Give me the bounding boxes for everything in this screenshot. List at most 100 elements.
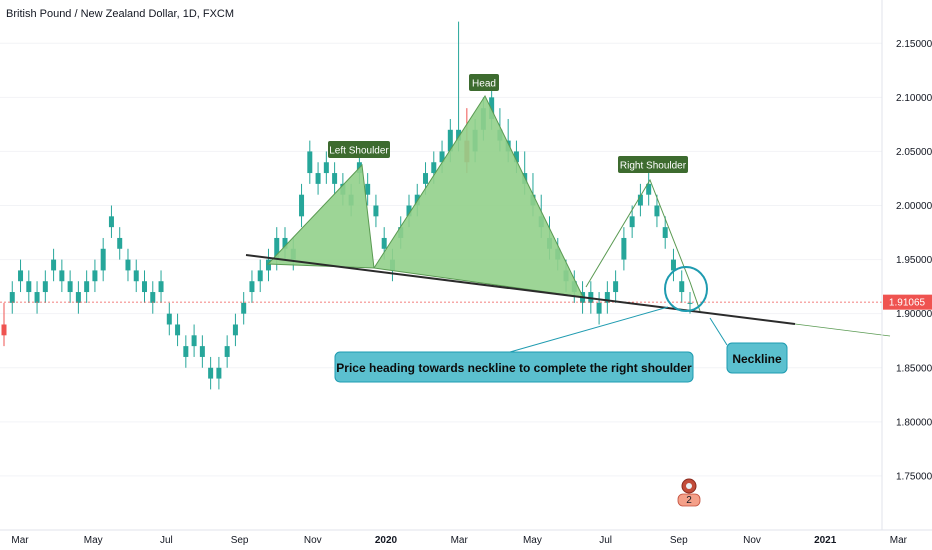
right-shoulder-outline (585, 178, 691, 288)
candle (224, 335, 230, 368)
x-tick-label: Sep (231, 535, 249, 546)
candle (323, 151, 329, 184)
x-tick-label: May (523, 535, 542, 546)
neckline-callout-text: Neckline (732, 352, 782, 366)
candle (662, 216, 668, 249)
x-tick-label: Sep (670, 535, 688, 546)
head-triangle (373, 94, 584, 298)
x-tick-label: May (84, 535, 103, 546)
candle (604, 281, 610, 314)
candle (75, 281, 81, 314)
x-tick-label: 2021 (814, 535, 837, 546)
price-callout-box (334, 351, 694, 383)
candle (18, 259, 24, 293)
candle (456, 21, 462, 152)
neckline-extension (794, 323, 891, 337)
candle (315, 162, 321, 195)
right-shoulder-label-bg (618, 156, 688, 173)
price-axis[interactable]: 2.15000 2.10000 2.05000 2.00000 1.95000 1.900… (896, 39, 932, 483)
candle (596, 292, 602, 325)
candle (265, 248, 271, 282)
y-tick-label: 1.75000 (896, 471, 932, 482)
candle (629, 205, 635, 238)
candle (670, 248, 676, 282)
left-shoulder-label: Left Shoulder (329, 146, 389, 157)
candle (42, 270, 48, 303)
candle (257, 259, 263, 293)
candle (232, 313, 238, 347)
candle (365, 173, 371, 206)
candle (373, 194, 379, 228)
price-callout-text: Price heading towards neckline to comple… (336, 361, 692, 375)
candle (67, 270, 73, 303)
x-tick-label: Nov (743, 535, 761, 546)
candle (613, 270, 619, 303)
y-tick-label: 1.80000 (896, 417, 932, 428)
left-shoulder-label-bg (328, 141, 390, 158)
candle (199, 335, 205, 368)
candle (142, 270, 148, 303)
candle (637, 183, 643, 217)
event-badge-tag (677, 493, 701, 507)
candle (100, 237, 106, 282)
event-badge-icon[interactable]: 2 (677, 478, 701, 507)
candle (59, 259, 65, 293)
left-shoulder-triangle (266, 163, 375, 269)
candle (183, 335, 189, 368)
candle (150, 281, 156, 314)
candle (9, 281, 15, 314)
neckline-callout-connector (709, 317, 728, 346)
candle (679, 270, 685, 303)
y-tick-label: 1.90000 (896, 309, 932, 320)
chart-title: British Pound / New Zealand Dollar, 1D, … (6, 8, 234, 20)
x-tick-label: Jul (160, 535, 173, 546)
candle (216, 356, 222, 390)
candle (332, 162, 338, 195)
highlight-circle (664, 266, 708, 312)
last-price-tag (883, 294, 932, 310)
candle (191, 324, 197, 357)
candle (646, 173, 652, 206)
price-callout-connector (509, 306, 669, 353)
candle (133, 259, 139, 293)
x-tick-label: 2020 (375, 535, 398, 546)
candle (175, 313, 181, 347)
candle (84, 270, 90, 303)
candle (158, 270, 164, 303)
x-tick-label: Jul (599, 535, 612, 546)
candle (92, 259, 98, 293)
x-tick-label: Mar (11, 535, 29, 546)
candle (51, 248, 57, 282)
candle (117, 227, 123, 260)
last-price-value: 1.91065 (889, 298, 926, 309)
candle (125, 248, 131, 282)
candle (621, 227, 627, 271)
y-tick-label: 2.05000 (896, 147, 932, 158)
candle (108, 205, 114, 238)
event-badge-dot (686, 483, 692, 489)
candle (249, 270, 255, 303)
neckline-callout-box (726, 342, 788, 374)
x-tick-label: Mar (451, 535, 469, 546)
candle (26, 270, 32, 303)
candle (166, 302, 172, 336)
candle (299, 183, 305, 228)
y-tick-label: 2.00000 (896, 201, 932, 212)
candle (654, 194, 660, 228)
x-tick-label: Mar (890, 535, 908, 546)
event-badge-count: 2 (686, 495, 692, 506)
x-tick-label: Nov (304, 535, 322, 546)
y-tick-label: 2.10000 (896, 93, 932, 104)
candle (241, 292, 247, 325)
candle (1, 302, 7, 347)
y-tick-label: 1.85000 (896, 363, 932, 374)
y-tick-label: 2.15000 (896, 39, 932, 50)
head-label-bg (469, 74, 499, 91)
time-axis[interactable]: Mar May Jul Sep Nov 2020 Mar May Jul Sep Nov 2021 Ma… (11, 535, 907, 546)
right-shoulder-label: Right Shoulder (620, 161, 687, 172)
head-label: Head (472, 79, 496, 90)
candle (307, 140, 313, 184)
y-tick-label: 1.95000 (896, 255, 932, 266)
